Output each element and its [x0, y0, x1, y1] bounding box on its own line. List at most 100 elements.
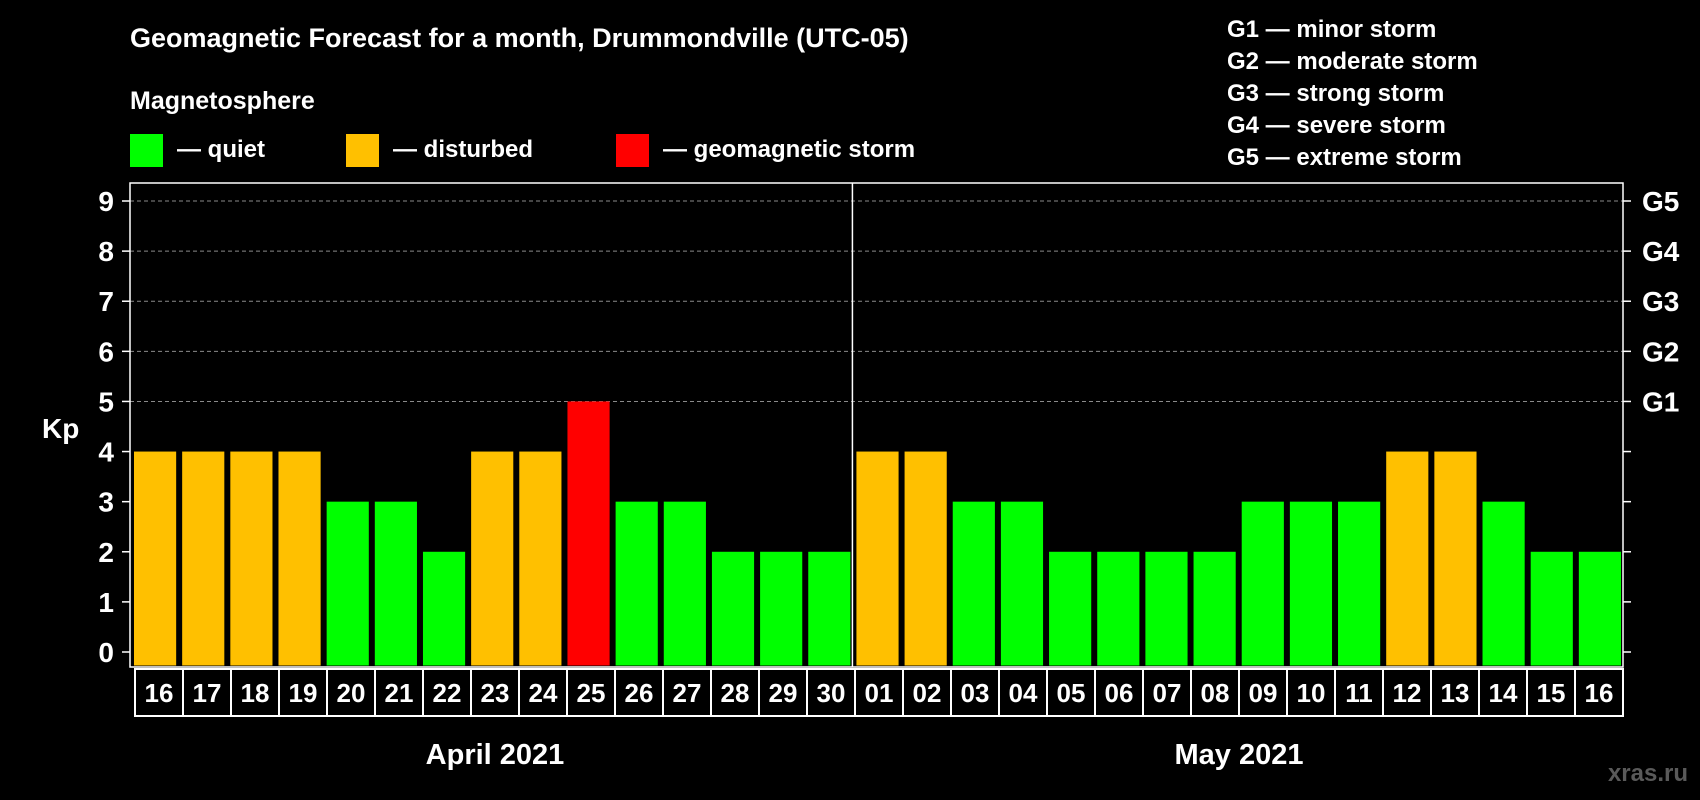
bar — [808, 551, 851, 666]
legend-item: — geomagnetic storm — [616, 134, 915, 167]
x-tick-label: 27 — [673, 678, 702, 708]
storm-level-label: G1 — [1642, 386, 1679, 417]
bar — [904, 451, 947, 666]
x-tick-label: 01 — [865, 678, 894, 708]
x-tick-label: 03 — [961, 678, 990, 708]
x-tick-label: 16 — [1585, 678, 1614, 708]
legend-swatch — [346, 134, 379, 167]
bar — [1434, 451, 1477, 666]
x-tick-label: 07 — [1153, 678, 1182, 708]
bar — [278, 451, 321, 666]
bar — [374, 501, 417, 666]
x-tick-label: 30 — [817, 678, 846, 708]
plot-area: 0 1 2 3 4 5 6 7 8 9 G1 G2 G3 G4 G5 — [98, 182, 1680, 668]
bar — [1482, 501, 1525, 666]
legend-item: — quiet — [130, 134, 265, 167]
storm-legend: G1 — minor storm G2 — moderate storm G3 — … — [1227, 16, 1478, 171]
storm-legend-item: G5 — extreme storm — [1227, 144, 1462, 171]
bar — [856, 451, 899, 666]
bar — [519, 451, 562, 666]
x-tick-label: 08 — [1201, 678, 1230, 708]
bar — [1145, 551, 1188, 666]
x-axis: 16 17 18 19 20 21 22 23 24 25 26 27 28 29 30 01 02 03 04 05… — [134, 668, 1624, 717]
bar — [1049, 551, 1092, 666]
x-tick-label: 20 — [337, 678, 366, 708]
bar — [760, 551, 803, 666]
x-tick-label: 02 — [913, 678, 942, 708]
bar — [1386, 451, 1429, 666]
bar — [952, 501, 995, 666]
bar — [471, 451, 514, 666]
x-tick-label: 23 — [481, 678, 510, 708]
bar — [326, 501, 369, 666]
y-tick-label: 6 — [98, 336, 114, 367]
x-tick-label: 17 — [193, 678, 222, 708]
legend-label: — quiet — [177, 136, 265, 163]
x-tick-label: 06 — [1105, 678, 1134, 708]
bar — [615, 501, 658, 666]
watermark: xras.ru — [1608, 760, 1688, 787]
x-tick-label: 14 — [1489, 678, 1518, 708]
bar — [1289, 501, 1333, 666]
y-tick-label: 5 — [98, 386, 114, 417]
plot-frame — [129, 182, 1624, 668]
bar — [1578, 551, 1621, 666]
y-tick-label: 8 — [98, 236, 114, 267]
storm-level-label: G2 — [1642, 336, 1679, 367]
legend-label: — geomagnetic storm — [663, 136, 915, 163]
x-tick-label: 12 — [1393, 678, 1422, 708]
y-tick-label: 9 — [98, 186, 114, 217]
bar — [567, 401, 610, 666]
y-tick-label: 4 — [98, 437, 114, 468]
y-tick-label: 2 — [98, 537, 114, 568]
legend-swatch — [616, 134, 649, 167]
storm-level-label: G5 — [1642, 186, 1679, 217]
x-tick-label: 04 — [1009, 678, 1038, 708]
bar — [422, 551, 466, 666]
legend-item: — disturbed — [346, 134, 533, 167]
y-tick-label: 1 — [98, 587, 114, 618]
legend-swatch — [130, 134, 163, 167]
bar — [182, 451, 225, 666]
bar — [230, 451, 273, 666]
legend: — quiet — disturbed — geomagnetic storm — [130, 134, 915, 167]
bar — [663, 501, 706, 666]
storm-legend-item: G1 — minor storm — [1227, 16, 1436, 43]
x-tick-label: 22 — [433, 678, 462, 708]
chart-title: Geomagnetic Forecast for a month, Drummo… — [130, 23, 909, 53]
bar — [1338, 501, 1381, 666]
legend-title: Magnetosphere — [130, 87, 315, 115]
x-tick-label: 25 — [577, 678, 606, 708]
bar — [1097, 551, 1140, 666]
bar — [1000, 501, 1044, 666]
legend-label: — disturbed — [393, 136, 533, 163]
bar — [1241, 501, 1284, 666]
x-tick-label: 24 — [529, 678, 558, 708]
bar — [134, 451, 177, 666]
x-tick-label: 18 — [241, 678, 270, 708]
x-tick-label: 13 — [1441, 678, 1470, 708]
x-tick-label: 19 — [289, 678, 318, 708]
bar — [711, 551, 755, 666]
y-tick-label: 3 — [98, 487, 114, 518]
x-tick-label: 16 — [145, 678, 174, 708]
x-tick-label: 21 — [385, 678, 414, 708]
y-tick-label: 7 — [98, 286, 114, 317]
storm-legend-item: G2 — moderate storm — [1227, 48, 1478, 75]
y-axis-label: Kp — [42, 413, 79, 444]
storm-level-label: G3 — [1642, 286, 1679, 317]
storm-level-label: G4 — [1642, 236, 1680, 267]
x-tick-label: 26 — [625, 678, 654, 708]
x-tick-label: 15 — [1537, 678, 1566, 708]
y-tick-label: 0 — [98, 637, 114, 668]
x-tick-label: 11 — [1345, 678, 1373, 708]
x-tick-label: 29 — [769, 678, 798, 708]
bar — [1530, 551, 1573, 666]
x-tick-label: 10 — [1297, 678, 1326, 708]
x-tick-label: 05 — [1057, 678, 1086, 708]
month-label: May 2021 — [1175, 739, 1304, 771]
x-tick-label: 28 — [721, 678, 750, 708]
bar — [1193, 551, 1236, 666]
x-axis-frame — [134, 668, 1624, 717]
